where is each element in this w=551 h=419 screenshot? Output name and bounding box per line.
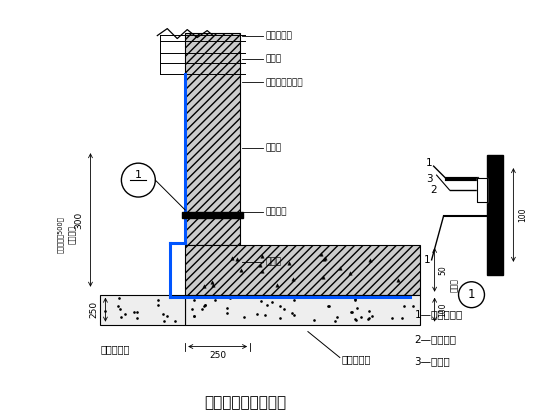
Polygon shape — [488, 155, 504, 275]
Text: 底板厚: 底板厚 — [450, 278, 458, 292]
Polygon shape — [182, 212, 243, 218]
Text: 1: 1 — [426, 158, 433, 168]
Text: 250: 250 — [209, 351, 226, 360]
Text: 3—盖缝条: 3—盖缝条 — [415, 357, 450, 367]
Text: 1: 1 — [424, 255, 431, 265]
Text: 1: 1 — [468, 288, 476, 301]
Text: 100: 100 — [439, 303, 447, 317]
Text: 50: 50 — [439, 265, 447, 275]
Text: 止水钢板: 止水钢板 — [265, 207, 287, 217]
Text: 250: 250 — [89, 301, 99, 318]
Text: 300: 300 — [74, 211, 84, 229]
Text: 2: 2 — [430, 185, 437, 195]
Text: 1—卷材防水层: 1—卷材防水层 — [415, 310, 463, 320]
Polygon shape — [100, 295, 185, 325]
Text: 永久保护墙: 永久保护墙 — [101, 344, 130, 354]
Polygon shape — [478, 178, 488, 202]
Text: 水泥沙浆找平层: 水泥沙浆找平层 — [265, 78, 302, 87]
Text: 砼墙体: 砼墙体 — [265, 144, 281, 153]
Text: 导墙及防水细部做法: 导墙及防水细部做法 — [204, 395, 286, 410]
Text: 3: 3 — [426, 174, 433, 184]
Text: 1: 1 — [135, 170, 142, 180]
Text: 砼底板: 砼底板 — [265, 257, 281, 266]
Text: （人防外墙500）: （人防外墙500） — [57, 217, 64, 253]
Text: 防水保护层: 防水保护层 — [265, 31, 292, 40]
Polygon shape — [185, 295, 420, 325]
Polygon shape — [185, 33, 240, 245]
Polygon shape — [185, 245, 420, 295]
Text: 底板厚度: 底板厚度 — [68, 225, 77, 244]
Text: 100: 100 — [518, 208, 527, 222]
Text: 卷材附加层: 卷材附加层 — [342, 354, 371, 365]
Text: 防水层: 防水层 — [265, 54, 281, 63]
Text: 2—密封材料: 2—密封材料 — [415, 334, 457, 344]
